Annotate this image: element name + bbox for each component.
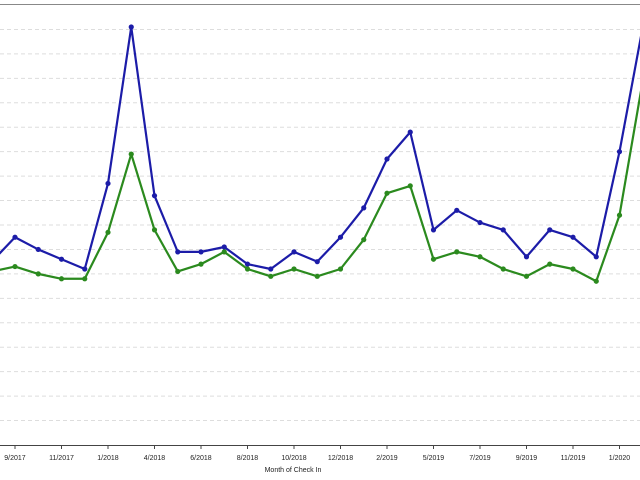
point <box>361 237 367 243</box>
x-tick-label: 9/2017 <box>4 455 26 462</box>
point <box>268 273 274 279</box>
point <box>593 278 599 284</box>
point <box>384 156 390 162</box>
point <box>407 183 413 189</box>
point <box>291 266 297 272</box>
x-tick-label: 8/2018 <box>237 455 259 462</box>
point <box>198 261 204 267</box>
x-tick-label: 6/2018 <box>190 455 212 462</box>
point <box>128 24 134 30</box>
point <box>198 249 204 255</box>
x-tick-label: 7/2019 <box>469 455 491 462</box>
point <box>151 227 158 233</box>
point <box>523 254 530 260</box>
point <box>547 261 553 267</box>
point <box>82 276 88 282</box>
x-tick-label: 5/2019 <box>423 455 445 462</box>
point <box>477 219 483 226</box>
point <box>523 273 530 279</box>
point <box>244 266 251 272</box>
x-tick-label: 12/2018 <box>328 455 353 462</box>
point <box>151 193 158 199</box>
x-tick-label: 2/2019 <box>376 455 398 462</box>
x-tick-label: 4/2018 <box>144 455 166 462</box>
point <box>337 266 344 272</box>
point <box>570 266 576 272</box>
x-tick-label: 9/2019 <box>516 455 538 462</box>
point <box>616 212 623 218</box>
point <box>58 276 65 282</box>
x-tick-label: 1/2020 <box>609 455 631 462</box>
point <box>500 227 506 233</box>
point <box>361 205 367 211</box>
point <box>430 256 437 262</box>
point <box>430 227 437 233</box>
series-line <box>0 25 640 271</box>
point <box>407 129 413 135</box>
point <box>337 234 344 240</box>
x-tick-label: 10/2018 <box>281 455 306 462</box>
point <box>105 229 111 235</box>
point <box>175 249 181 255</box>
point <box>175 268 181 275</box>
point <box>500 266 506 272</box>
point <box>570 234 576 240</box>
series-line <box>0 90 640 283</box>
point <box>12 234 18 240</box>
x-tick-label: 11/2019 <box>561 455 586 462</box>
point <box>314 273 320 279</box>
point <box>244 261 251 267</box>
point <box>58 256 65 262</box>
point <box>105 180 111 187</box>
point <box>221 249 227 255</box>
point <box>454 249 460 255</box>
point <box>221 244 227 250</box>
point <box>35 271 41 277</box>
point <box>547 227 553 233</box>
point <box>128 151 134 157</box>
x-axis-label: Month of Check In <box>265 467 322 474</box>
point <box>616 149 623 155</box>
point <box>291 249 297 255</box>
point <box>268 266 274 272</box>
point <box>384 190 390 196</box>
point <box>454 207 460 213</box>
point <box>35 246 41 253</box>
point <box>477 254 483 260</box>
point <box>314 259 320 265</box>
point <box>12 263 18 270</box>
x-tick-label: 11/2017 <box>49 455 74 462</box>
point <box>593 254 599 260</box>
point <box>82 266 88 272</box>
x-tick-label: 1/2018 <box>97 455 119 462</box>
